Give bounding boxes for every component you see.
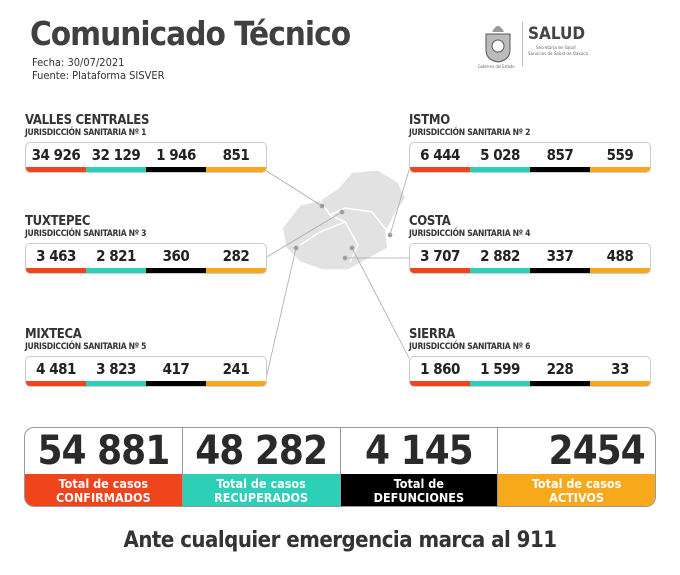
total-value: 48 282 xyxy=(195,428,328,474)
salud-logo: Gobierno del Estado SALUD Secretaría de … xyxy=(478,20,598,70)
region-jurisdiction: JURISDICCIÓN SANITARIA Nº 1 xyxy=(25,128,147,138)
stat-recuperados: 5 028 xyxy=(470,143,530,172)
region-name: SIERRA xyxy=(409,327,456,342)
stat-activos: 33 xyxy=(590,357,650,386)
stat-confirmados: 34 926 xyxy=(26,143,86,172)
region-valles-centrales: VALLES CENTRALES JURISDICCIÓN SANITARIA N… xyxy=(25,113,267,173)
stat-defunciones: 857 xyxy=(530,143,590,172)
totals-panel: 54 881 Total de casos CONFIRMADOS 48 282 To… xyxy=(24,427,656,507)
connector-lines xyxy=(264,169,410,384)
logo-line2: Servicios de Salud de Oaxaca xyxy=(528,52,589,57)
map-shape xyxy=(281,169,407,271)
label-line1: Total de casos xyxy=(58,476,149,491)
stat-confirmados: 4 481 xyxy=(26,357,86,386)
total-activos: 2454 Total de casos ACTIVOS xyxy=(498,428,655,506)
region-name: MIXTECA xyxy=(25,327,82,342)
region-stats: 1 860 1 599 228 33 xyxy=(409,356,651,387)
total-value: 54 881 xyxy=(37,428,171,474)
stat-recuperados: 2 821 xyxy=(86,244,146,273)
page-title: Comunicado Técnico xyxy=(30,14,351,53)
region-jurisdiction: JURISDICCIÓN SANITARIA Nº 4 xyxy=(409,229,531,239)
label-line2: RECUPERADOS xyxy=(214,490,309,505)
region-jurisdiction: JURISDICCIÓN SANITARIA Nº 2 xyxy=(409,128,531,138)
region-tuxtepec: TUXTEPEC JURISDICCIÓN SANITARIA Nº 3 3 463… xyxy=(25,214,267,274)
stat-recuperados: 1 599 xyxy=(470,357,530,386)
label-line1: Total de xyxy=(393,476,444,491)
stat-recuperados: 2 882 xyxy=(470,244,530,273)
label-line2: ACTIVOS xyxy=(549,490,605,505)
stat-defunciones: 1 946 xyxy=(146,143,206,172)
label-line1: Total de casos xyxy=(216,476,306,491)
map-borders xyxy=(299,199,389,263)
logo-line1: Secretaría de Salud xyxy=(536,46,576,51)
total-confirmados: 54 881 Total de casos CONFIRMADOS xyxy=(25,428,183,506)
total-label: Total de DEFUNCIONES xyxy=(340,474,498,506)
region-stats: 6 444 5 028 857 559 xyxy=(409,142,651,173)
total-value: 4 145 xyxy=(365,428,474,474)
total-label: Total de casos CONFIRMADOS xyxy=(25,474,182,506)
total-label: Total de casos RECUPERADOS xyxy=(182,474,340,506)
label-line1: Total de casos xyxy=(531,476,622,491)
logo-text: SALUD xyxy=(528,24,586,44)
region-costa: COSTA JURISDICCIÓN SANITARIA Nº 4 3 707 2 8… xyxy=(409,214,651,274)
region-name: COSTA xyxy=(409,214,451,229)
label-line2: CONFIRMADOS xyxy=(56,490,151,505)
stat-confirmados: 1 860 xyxy=(410,357,470,386)
stat-activos: 282 xyxy=(206,244,266,273)
region-stats: 3 463 2 821 360 282 xyxy=(25,243,267,274)
region-name: TUXTEPEC xyxy=(25,214,91,229)
region-jurisdiction: JURISDICCIÓN SANITARIA Nº 5 xyxy=(25,342,147,352)
region-jurisdiction: JURISDICCIÓN SANITARIA Nº 6 xyxy=(409,342,531,352)
region-stats: 34 926 32 129 1 946 851 xyxy=(25,142,267,173)
date-label: Fecha: 30/07/2021 xyxy=(32,56,125,69)
stat-activos: 488 xyxy=(590,244,650,273)
stat-defunciones: 228 xyxy=(530,357,590,386)
region-mixteca: MIXTECA JURISDICCIÓN SANITARIA Nº 5 4 481 3… xyxy=(25,327,267,387)
stat-confirmados: 3 463 xyxy=(26,244,86,273)
stat-defunciones: 417 xyxy=(146,357,206,386)
total-defunciones: 4 145 Total de DEFUNCIONES xyxy=(340,428,499,506)
region-sierra: SIERRA JURISDICCIÓN SANITARIA Nº 6 1 860 1 … xyxy=(409,327,651,387)
stat-activos: 559 xyxy=(590,143,650,172)
total-value: 2454 xyxy=(548,428,646,474)
stat-confirmados: 6 444 xyxy=(410,143,470,172)
region-istmo: ISTMO JURISDICCIÓN SANITARIA Nº 2 6 444 5 0… xyxy=(409,113,651,173)
region-jurisdiction: JURISDICCIÓN SANITARIA Nº 3 xyxy=(25,229,147,239)
stat-confirmados: 3 707 xyxy=(410,244,470,273)
region-stats: 3 707 2 882 337 488 xyxy=(409,243,651,274)
label-line2: DEFUNCIONES xyxy=(373,490,465,505)
stat-activos: 851 xyxy=(206,143,266,172)
stat-defunciones: 360 xyxy=(146,244,206,273)
coat-of-arms-icon xyxy=(485,26,511,63)
region-name: VALLES CENTRALES xyxy=(25,113,150,128)
stat-recuperados: 32 129 xyxy=(86,143,146,172)
region-name: ISTMO xyxy=(409,113,450,128)
stat-defunciones: 337 xyxy=(530,244,590,273)
source-label: Fuente: Plataforma SISVER xyxy=(32,69,165,82)
stat-activos: 241 xyxy=(206,357,266,386)
total-recuperados: 48 282 Total de casos RECUPERADOS xyxy=(182,428,341,506)
emergency-footer: Ante cualquier emergencia marca al 911 xyxy=(123,528,558,553)
total-label: Total de casos ACTIVOS xyxy=(498,474,655,506)
stat-recuperados: 3 823 xyxy=(86,357,146,386)
logo-divider xyxy=(522,22,523,66)
region-stats: 4 481 3 823 417 241 xyxy=(25,356,267,387)
gov-label: Gobierno del Estado xyxy=(478,64,515,69)
